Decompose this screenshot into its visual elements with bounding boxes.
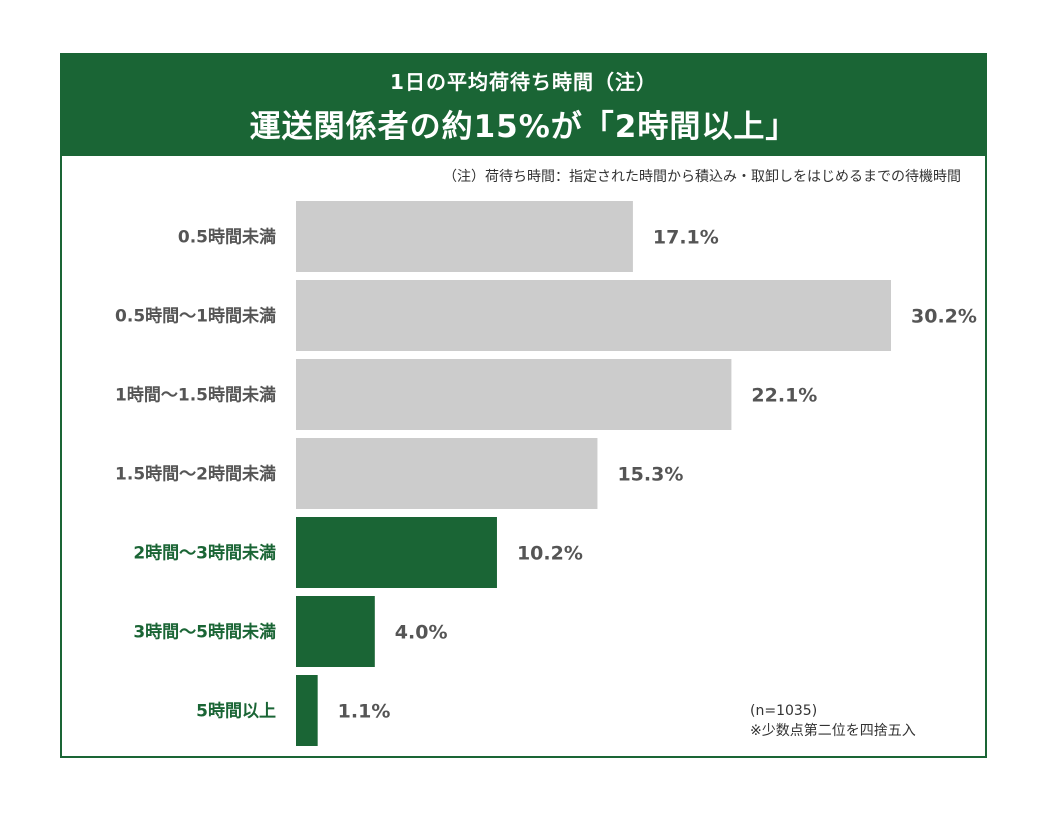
value-label-4: 15.3% [617,464,683,486]
rounding-note: ※少数点第二位を四捨五入 [750,723,916,739]
bar-5 [296,517,497,588]
value-label-6: 4.0% [395,622,448,644]
bar-1 [296,201,633,272]
bar-4 [296,438,598,509]
value-label-7: 1.1% [338,701,391,723]
sample-size-note: (n=1035) [750,703,818,719]
chart-title: 運送関係者の約15%が「2時間以上」 [249,109,798,145]
category-label-6: 3時間〜5時間未満 [133,622,276,643]
chart-frame: 1日の平均荷待ち時間（注） 運送関係者の約15%が「2時間以上」 （注）荷待ち時… [60,53,987,758]
footnote: (n=1035) ※少数点第二位を四捨五入 [750,701,916,741]
value-label-2: 30.2% [911,306,977,328]
category-label-7: 5時間以上 [196,701,276,722]
category-label-4: 1.5時間〜2時間未満 [115,464,276,485]
chart-subtitle: 1日の平均荷待ち時間（注） [390,70,657,94]
value-label-1: 17.1% [653,227,719,249]
bar-7 [296,675,318,746]
category-label-2: 0.5時間〜1時間未満 [115,306,276,327]
value-label-5: 10.2% [517,543,583,565]
category-label-5: 2時間〜3時間未満 [133,543,276,564]
category-label-3: 1時間〜1.5時間未満 [115,385,276,406]
chart-header: 1日の平均荷待ち時間（注） 運送関係者の約15%が「2時間以上」 [62,55,985,156]
bar-6 [296,596,375,667]
category-label-1: 0.5時間未満 [178,227,276,248]
value-label-3: 22.1% [751,385,817,407]
bar-3 [296,359,732,430]
bar-2 [296,280,891,351]
definition-note: （注）荷待ち時間：指定された時間から積込み・取卸しをはじめるまでの待機時間 [443,169,961,185]
